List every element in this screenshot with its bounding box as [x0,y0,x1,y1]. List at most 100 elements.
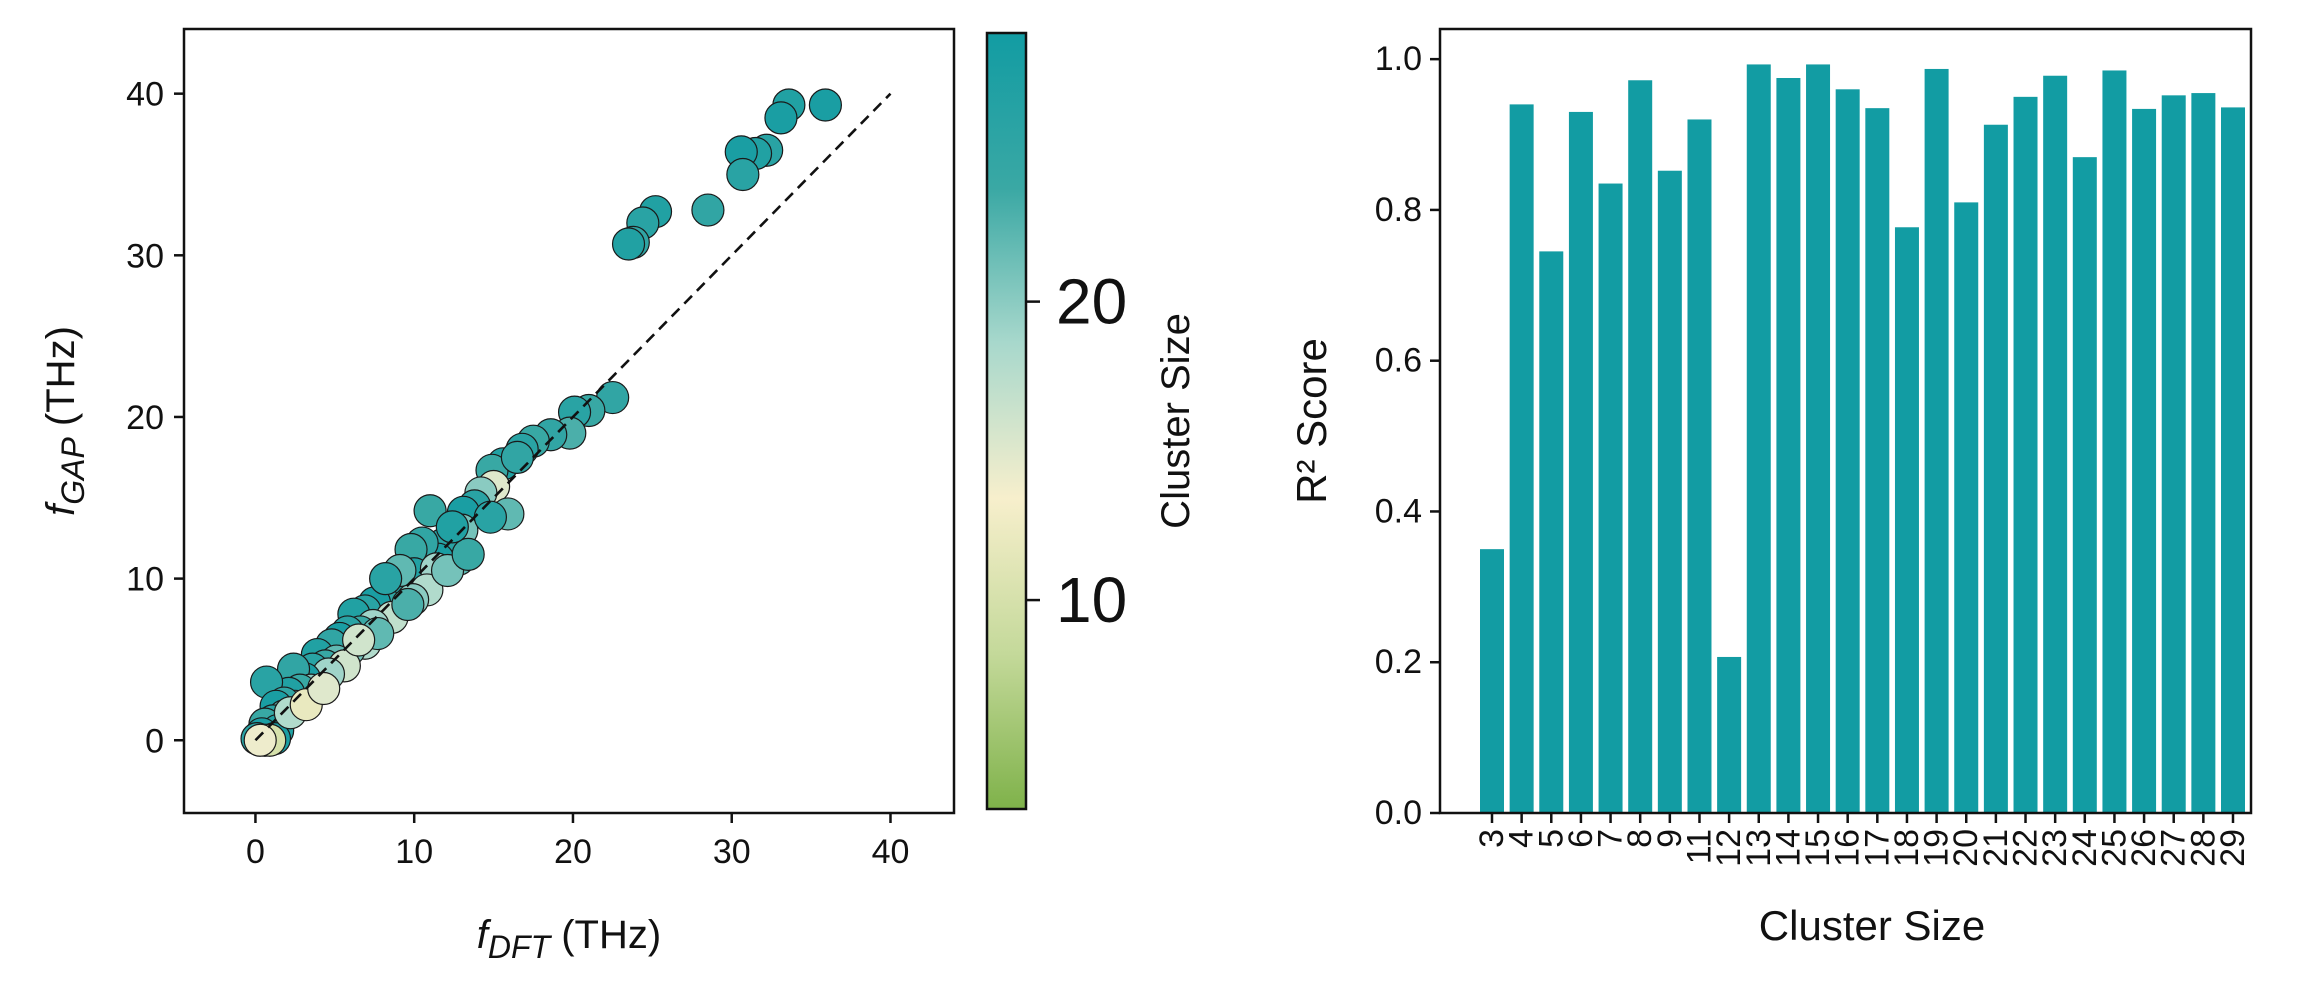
colorbar-ticks: 10 20 [1026,266,1127,636]
bar-cluster-19 [1924,68,1949,813]
bar-x-tick-label: 22 [2007,829,2045,867]
scatter-x-axis-label: fDFT (THz) [477,913,661,965]
scatter-point [726,157,760,192]
scatter-x-tick-label: 0 [246,833,265,871]
bar-cluster-15 [1806,64,1831,813]
scatter-x-axis-label-sub: DFT [488,929,553,965]
bar-x-tick-label: 29 [2214,829,2252,867]
bar-x-tick-label: 5 [1532,829,1570,848]
bar-x-tick-label: 24 [2066,829,2104,867]
bar-x-tick-label: 14 [1769,829,1807,867]
bar-cluster-14 [1776,78,1801,813]
bar-cluster-24 [2072,157,2097,814]
bar-x-tick-label: 9 [1651,829,1689,848]
scatter-point [342,623,376,657]
scatter-y-axis-label-sub: GAP [55,437,91,505]
scatter-x-tick-label: 40 [872,833,910,871]
bar-x-ticks: 3456789111213141516171819202122232425262… [1473,813,2252,867]
bar-y-tick-label: 0.6 [1375,342,1422,380]
bar-cluster-17 [1865,108,1890,813]
bar-cluster-29 [2221,107,2245,813]
bar-x-tick-label: 7 [1592,829,1630,848]
scatter-point [243,723,277,757]
bar-x-tick-label: 15 [1799,829,1837,867]
bar-x-tick-label: 27 [2155,829,2193,867]
scatter-y-axis-label-unit: (THz) [39,326,83,437]
bar-cluster-23 [2043,75,2068,813]
scatter-x-ticks: 0 10 20 30 40 [246,813,909,871]
scatter-axes-frame [182,27,956,815]
bar-cluster-20 [1954,202,1979,813]
scatter-x-tick-label: 30 [713,833,751,871]
scatter-y-ticks: 0 10 20 30 40 [126,76,184,760]
scatter-point [691,193,725,227]
scatter-point [307,671,341,706]
bar-y-tick-label: 0.0 [1375,794,1422,832]
bar-x-tick-label: 8 [1621,829,1659,848]
scatter-y-tick-label: 40 [126,76,164,114]
bar-cluster-7 [1598,183,1623,814]
scatter-point [500,440,535,474]
bar-x-tick-label: 18 [1888,829,1926,867]
bar-cluster-21 [1983,124,2008,813]
scatter-point [611,227,646,261]
scatter-x-tick-label: 10 [395,833,433,871]
bar-cluster-4 [1509,104,1534,813]
scatter-x-axis-label-unit: (THz) [550,913,661,957]
bar-x-tick-label: 20 [1947,829,1985,867]
bar-x-tick-label: 11 [1680,829,1718,864]
bar-x-tick-label: 28 [2184,829,2222,867]
bar-x-tick-label: 13 [1740,829,1778,867]
scatter-y-tick-label: 0 [145,722,164,760]
bar-x-tick-label: 25 [2095,829,2133,867]
bars [1480,64,2245,814]
colorbar: 10 20 Cluster Size [985,31,1198,811]
bar-y-ticks: 0.0 0.2 0.4 0.6 0.8 1.0 [1375,40,1440,832]
bar-plot: 0.0 0.2 0.4 0.6 0.8 1.0 345678911121314151617… [1288,27,2253,949]
colorbar-tick-label: 10 [1056,564,1127,636]
bar-y-tick-label: 0.2 [1375,643,1422,681]
bar-x-tick-label: 23 [2036,829,2074,867]
bar-cluster-12 [1717,656,1742,813]
bar-x-tick-label: 4 [1503,829,1541,848]
bar-cluster-28 [2191,93,2216,814]
scatter-x-tick-label: 20 [554,833,592,871]
scatter-plot: 0 10 20 30 40 0 10 20 30 40 fDFT (THz) fGAP (THz… [39,27,956,965]
bar-cluster-13 [1746,64,1771,813]
bar-x-tick-label: 3 [1473,829,1511,848]
colorbar-bar [985,31,1028,811]
bar-cluster-3 [1480,549,1504,813]
scatter-point [435,510,469,544]
bar-x-tick-label: 19 [1918,829,1956,867]
scatter-point [473,500,508,534]
bar-cluster-8 [1628,80,1653,813]
bar-y-tick-label: 0.4 [1375,492,1422,530]
scatter-y-tick-label: 30 [126,237,164,275]
colorbar-label: Cluster Size [1154,313,1198,529]
bar-cluster-25 [2102,70,2127,813]
scatter-point [764,101,798,135]
scatter-points [240,88,843,757]
bar-axes-frame [1438,27,2253,815]
bar-cluster-22 [2013,96,2038,814]
scatter-point [451,537,485,571]
bar-y-axis-label: R² Score [1288,338,1335,504]
bar-x-axis-label: Cluster Size [1759,902,1985,949]
bar-x-tick-label: 6 [1562,829,1600,848]
bar-y-tick-label: 0.8 [1375,191,1422,229]
bar-cluster-5 [1539,251,1564,813]
scatter-y-tick-label: 10 [126,561,164,599]
scatter-point [369,562,403,596]
bar-cluster-16 [1835,89,1860,814]
bar-cluster-11 [1687,119,1712,813]
bar-x-tick-label: 17 [1858,829,1896,867]
bar-x-tick-label: 21 [1977,829,2015,867]
bar-x-tick-label: 12 [1710,829,1748,867]
bar-cluster-9 [1657,170,1682,813]
scatter-point [391,587,425,622]
bar-cluster-27 [2161,95,2186,814]
scatter-point [808,88,843,122]
bar-cluster-26 [2132,108,2157,813]
reference-line-y-equals-x [254,92,892,742]
